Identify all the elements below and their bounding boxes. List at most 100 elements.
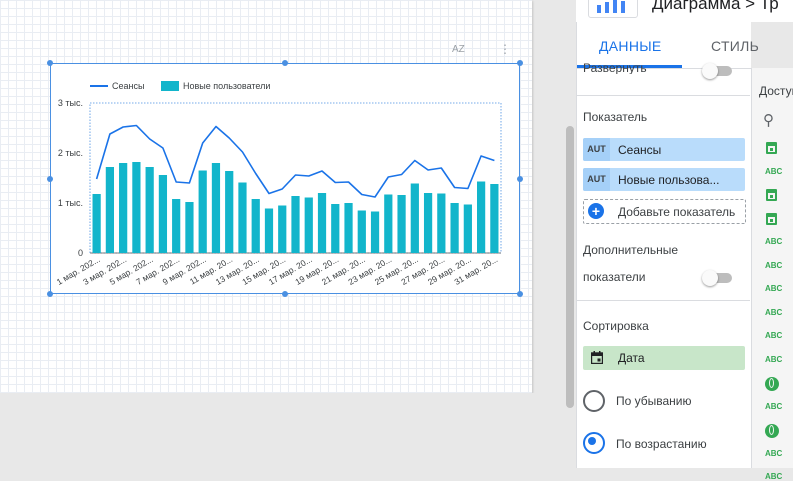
bar-new-users xyxy=(331,204,340,253)
text-field-icon[interactable]: ABC xyxy=(765,166,783,176)
line-sessions xyxy=(95,124,495,198)
bar-new-users xyxy=(463,204,472,253)
text-field-icon[interactable]: ABC xyxy=(765,401,783,411)
bar-new-users xyxy=(92,194,101,253)
legend-label-sessions: Сеансы xyxy=(112,81,144,91)
bar-new-users xyxy=(291,196,300,253)
toggle-knob xyxy=(702,270,718,286)
bar-new-users xyxy=(225,171,234,253)
text-field-icon[interactable]: ABC xyxy=(765,448,783,458)
metric-chip-sessions[interactable]: AUT Сеансы xyxy=(583,138,745,161)
bar-new-users xyxy=(357,210,366,253)
text-field-icon[interactable]: ABC xyxy=(765,237,783,246)
sort-ascending-label[interactable]: По возрастанию xyxy=(616,437,707,451)
sort-field-chip[interactable]: Дата xyxy=(583,346,745,370)
resize-handle-top[interactable] xyxy=(282,60,288,66)
add-icon: + xyxy=(588,203,604,219)
bar-new-users xyxy=(410,183,419,253)
metric-type-tag: AUT xyxy=(583,168,610,191)
toggle-knob xyxy=(702,63,718,79)
text-field-icon[interactable]: ABC xyxy=(765,260,783,270)
bar-new-users xyxy=(105,167,114,253)
metric-section-label: Показатель xyxy=(583,110,648,124)
date-icon[interactable] xyxy=(766,212,777,225)
bar-new-users xyxy=(132,162,141,253)
metric-chip-label: Сеансы xyxy=(618,143,662,157)
sort-descending-radio[interactable] xyxy=(583,390,605,412)
expand-toggle[interactable] xyxy=(702,63,732,79)
bar-new-users xyxy=(211,163,221,253)
bar-new-users xyxy=(344,203,353,253)
search-icon[interactable]: ⚲ xyxy=(763,112,774,129)
date-icon[interactable] xyxy=(766,189,777,201)
chart-type-icon[interactable] xyxy=(588,0,638,18)
divider xyxy=(577,95,750,96)
text-field-icon[interactable]: ABC xyxy=(765,331,783,340)
sort-descending-label[interactable]: По убыванию xyxy=(616,394,692,408)
resize-handle-top-right[interactable] xyxy=(517,60,523,66)
resize-handle-top-left[interactable] xyxy=(47,60,53,66)
more-options-icon[interactable]: ⋮ xyxy=(499,42,511,56)
legend-swatch-new-users xyxy=(161,81,179,91)
bar-new-users xyxy=(264,208,274,253)
legend-label-new-users: Новые пользователи xyxy=(183,81,270,91)
additional-metrics-toggle[interactable] xyxy=(702,270,732,286)
date-icon[interactable] xyxy=(766,142,777,154)
available-fields-panel xyxy=(751,68,793,468)
resize-handle-right[interactable] xyxy=(517,176,523,182)
chart-selection-frame[interactable] xyxy=(50,63,520,294)
bar-new-users xyxy=(185,202,194,253)
active-tab-indicator xyxy=(577,65,682,68)
resize-handle-bottom-right[interactable] xyxy=(517,291,523,297)
text-field-icon[interactable]: ABC xyxy=(765,284,783,293)
resize-handle-bottom-left[interactable] xyxy=(47,291,53,297)
metric-type-tag: AUT xyxy=(583,138,610,161)
globe-icon[interactable] xyxy=(765,424,779,438)
bar-new-users xyxy=(477,181,486,253)
bar-new-users xyxy=(490,184,499,253)
y-tick-label: 1 тыс. xyxy=(58,198,83,208)
divider xyxy=(577,300,750,301)
y-tick-label: 0 xyxy=(78,248,83,258)
bar-new-users xyxy=(370,211,380,253)
bar-new-users xyxy=(384,194,393,253)
bar-new-users xyxy=(278,205,287,253)
resize-handle-left[interactable] xyxy=(47,176,53,182)
available-fields-title: Доступ xyxy=(759,84,793,98)
bar-new-users xyxy=(158,175,168,253)
y-tick-label: 2 тыс. xyxy=(58,148,83,158)
sort-ascending-radio[interactable] xyxy=(583,432,605,454)
text-field-icon[interactable]: ABC xyxy=(765,472,783,481)
bar-new-users xyxy=(238,182,247,253)
globe-icon[interactable] xyxy=(765,377,779,391)
panel-title: Диаграмма > Тр xyxy=(652,0,779,13)
add-metric-label: Добавьте показатель xyxy=(618,205,736,219)
tab-data[interactable]: ДАННЫЕ xyxy=(599,38,662,54)
text-field-icon[interactable]: ABC xyxy=(765,307,783,317)
bar-new-users xyxy=(172,199,181,253)
bar-new-users xyxy=(450,203,459,253)
bar-new-users xyxy=(145,167,154,253)
canvas-margin xyxy=(0,393,560,468)
properties-panel xyxy=(576,0,751,468)
calendar-icon xyxy=(591,351,603,364)
bar-new-users xyxy=(304,197,313,253)
sort-field-label: Дата xyxy=(618,351,645,365)
bar-new-users xyxy=(119,163,128,253)
bar-new-users xyxy=(251,199,260,253)
sort-section-label: Сортировка xyxy=(583,319,649,333)
tab-style[interactable]: СТИЛЬ xyxy=(711,38,760,54)
expand-label: Развернуть xyxy=(583,62,647,74)
metric-chip-label: Новые пользова... xyxy=(618,173,720,187)
text-field-icon[interactable]: ABC xyxy=(765,354,783,364)
y-tick-label: 3 тыс. xyxy=(58,98,83,108)
metric-chip-new-users[interactable]: AUT Новые пользова... xyxy=(583,168,745,191)
sort-az-icon[interactable]: AZ xyxy=(452,44,465,55)
bar-new-users xyxy=(437,193,446,253)
add-metric-button[interactable]: + Добавьте показатель xyxy=(583,199,746,224)
panel-tabs: ДАННЫЕ СТИЛЬ xyxy=(577,23,793,69)
scrollbar-thumb[interactable] xyxy=(566,126,574,408)
resize-handle-bottom[interactable] xyxy=(282,291,288,297)
bar-new-users xyxy=(198,170,207,253)
time-series-chart: Сеансы Новые пользователи 0 1 тыс. 2 тыс. 3 т… xyxy=(55,81,502,287)
